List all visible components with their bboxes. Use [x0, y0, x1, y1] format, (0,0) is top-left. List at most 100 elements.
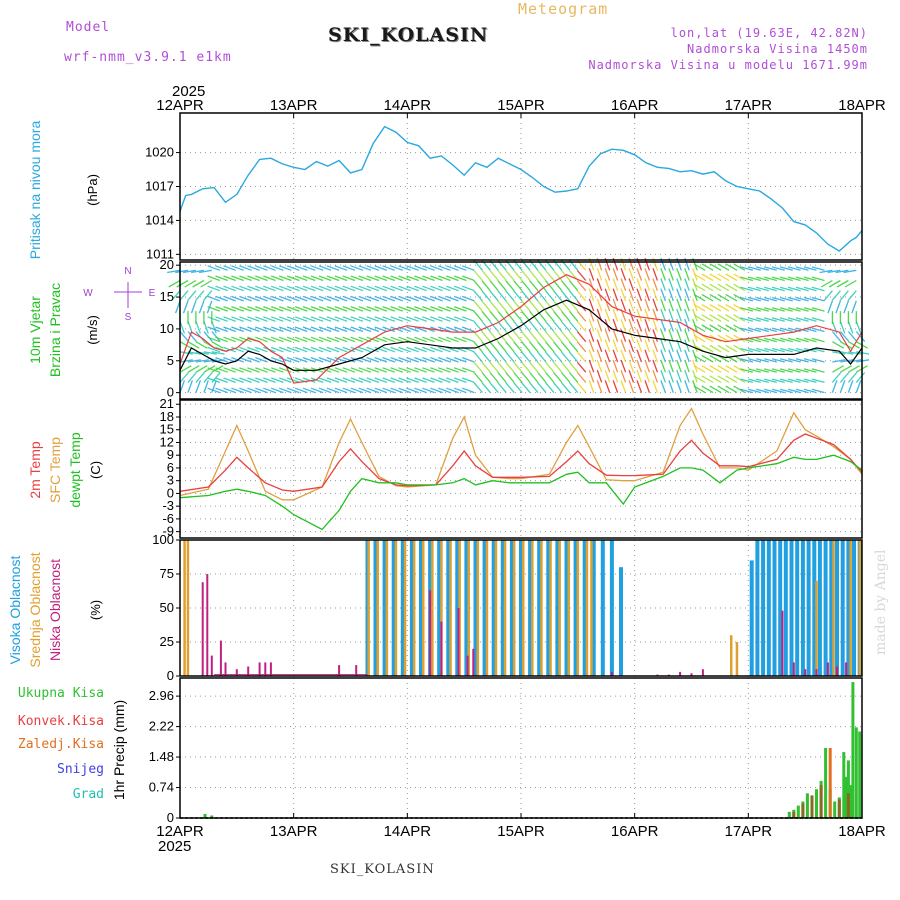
cloud-high-bar [491, 540, 496, 676]
wind-arrow [366, 265, 380, 271]
cloud-mid-bar [431, 540, 434, 676]
wind-arrow [382, 305, 396, 312]
wind-arrow [255, 367, 268, 373]
wind-arrow [263, 275, 276, 282]
wind-arrow [733, 365, 746, 373]
wind-arrow [310, 275, 324, 282]
wind-arrow [326, 367, 340, 373]
cloud-high-bar [619, 567, 623, 676]
wind-arrow [733, 344, 746, 353]
cloud-mid-bar [585, 540, 589, 676]
wind-arrow [489, 361, 499, 373]
wind-arrow [461, 316, 475, 322]
wind-arrow [620, 318, 627, 332]
cloud-low-bar [701, 669, 704, 676]
wind-arrow [709, 314, 722, 322]
wind-arrow [693, 273, 706, 282]
wind-arrow [334, 387, 348, 394]
wind-arrow [302, 356, 316, 363]
wind-arrow [286, 316, 300, 322]
wind-arrow [278, 367, 292, 373]
wind-arrow [521, 341, 531, 353]
wind-arrow [430, 285, 443, 292]
wind-arrow [398, 316, 411, 322]
wind-arrow [628, 278, 635, 291]
wind-arrow [481, 321, 491, 332]
wind-arrow [215, 265, 228, 271]
wind-arrow [748, 358, 761, 363]
wind-arrow [620, 278, 627, 291]
wind-arrow [294, 346, 308, 353]
wind-arrow [693, 304, 706, 312]
wind-arrow [521, 372, 531, 383]
cloud-low-bar [224, 662, 227, 676]
wind-arrow [366, 316, 380, 322]
wind-arrow [286, 326, 300, 333]
wind-arrow [446, 265, 459, 271]
time-label-top: 18APR [838, 97, 886, 114]
wind-arrow [684, 308, 690, 322]
wind-arrow [839, 372, 850, 383]
wind-arrow [831, 290, 841, 302]
cloud-high-bar [749, 560, 754, 676]
wind-arrow [358, 316, 372, 322]
wind-arrow [839, 380, 846, 393]
wind-arrow [255, 326, 268, 333]
wind-arrow [286, 265, 300, 271]
wind-arrow [239, 265, 252, 271]
wind-arrow [489, 270, 499, 281]
cloud-high-bar [509, 540, 514, 676]
precip-conv-bar [828, 748, 832, 818]
wind-arrow [596, 349, 603, 363]
wind-arrow [342, 316, 356, 322]
wind-arrow [644, 339, 651, 353]
wind-arrow [660, 369, 667, 383]
wind-arrow [342, 377, 356, 384]
wind-arrow [239, 285, 252, 292]
cloud-low-bar [457, 608, 460, 676]
wind-arrow [489, 300, 499, 312]
wind-arrow [203, 351, 217, 355]
wind-arrow [342, 275, 356, 282]
wind-arrow [179, 341, 192, 349]
wind-arrow [270, 275, 284, 282]
wind-arrow [764, 378, 777, 384]
wind-arrow [195, 290, 205, 302]
precip-total-bar [824, 748, 828, 818]
wind-arrow [255, 265, 268, 271]
wind-arrow [350, 326, 364, 333]
wind-arrow [756, 358, 769, 363]
wind-arrow [844, 279, 857, 288]
cloud-high-bar [755, 540, 760, 676]
wind-arrow [223, 336, 236, 343]
wind-arrow [684, 298, 690, 312]
wind-arrow [588, 339, 595, 353]
wind-arrow [676, 359, 682, 373]
wind-arrow [803, 337, 817, 343]
wind-arrow [366, 336, 380, 343]
wind-arrow [660, 288, 667, 302]
wind-arrow [701, 344, 714, 353]
wind-arrow [795, 296, 809, 302]
wind-arrow [358, 346, 372, 353]
wind-arrow [203, 290, 213, 302]
precip-total-bar [203, 813, 207, 818]
wind-arrow [779, 388, 793, 394]
wind-arrow [179, 372, 189, 383]
wind-arrow [620, 359, 627, 373]
wind-arrow [787, 286, 801, 292]
wind-arrow [740, 317, 754, 322]
wind-arrow [358, 285, 372, 292]
wind-arrow [811, 327, 825, 333]
wind-arrow [374, 367, 388, 373]
wind-arrow [461, 336, 475, 343]
wind-arrow [787, 388, 801, 394]
wind-arrow [270, 305, 284, 312]
wind-arrow [668, 339, 674, 353]
y-tick-label: 0 [167, 385, 174, 400]
wind-arrow [803, 307, 817, 312]
wind-arrow [628, 359, 635, 373]
wind-arrow [406, 275, 419, 282]
wind-arrow [644, 349, 651, 363]
wind-arrow [676, 329, 682, 342]
